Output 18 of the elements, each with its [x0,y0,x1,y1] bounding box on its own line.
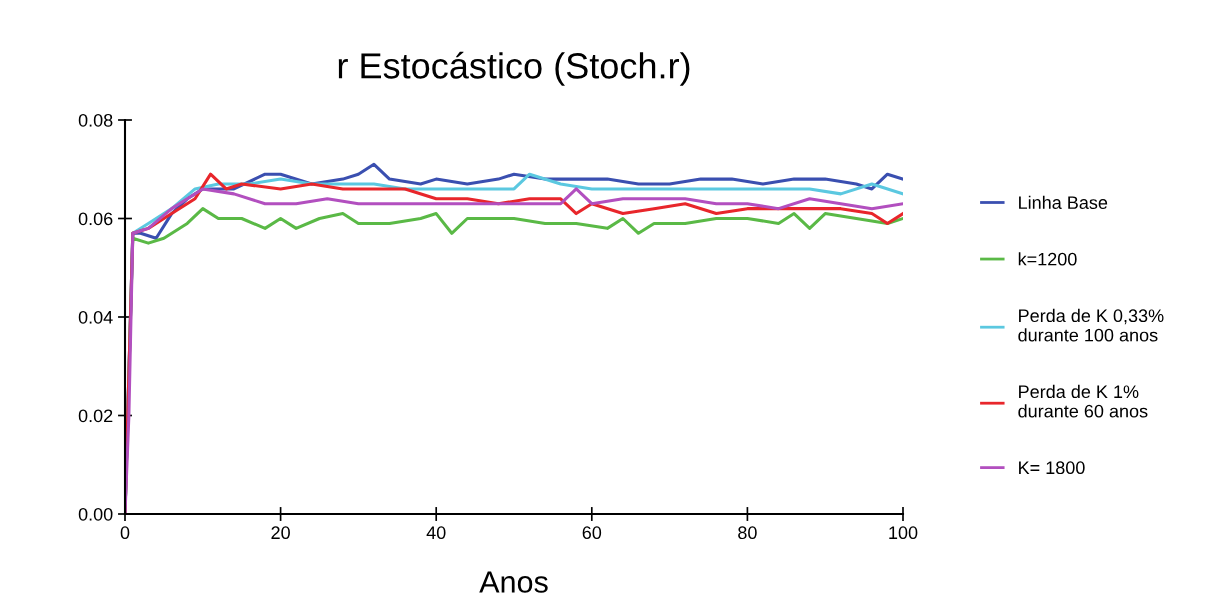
x-axis-title: Anos [479,571,548,593]
y-tick-label: 0.06 [78,212,113,226]
x-tick-label: 100 [889,526,918,540]
legend-label: Perda de K 0,33% durante 100 anos [1018,308,1164,342]
legend-label: Linha Base [1019,195,1108,209]
x-tick-label: 40 [426,526,446,540]
legend-label: k=1200 [1018,252,1077,266]
x-tick-label: 80 [738,526,757,540]
y-tick-label: 0.00 [78,507,113,521]
y-tick-label: 0.04 [78,310,113,324]
chart-title: r Estocástico (Stoch.r) [338,51,690,86]
y-tick-label: 0.02 [78,409,113,423]
x-tick-label: 20 [271,526,290,540]
legend-label: K= 1800 [1019,461,1085,475]
x-tick-label: 60 [582,526,602,540]
legend-label: Perda de K 1% durante 60 anos [1018,384,1148,418]
x-tick-label: 0 [120,526,130,540]
y-tick-label: 0.08 [78,113,113,127]
